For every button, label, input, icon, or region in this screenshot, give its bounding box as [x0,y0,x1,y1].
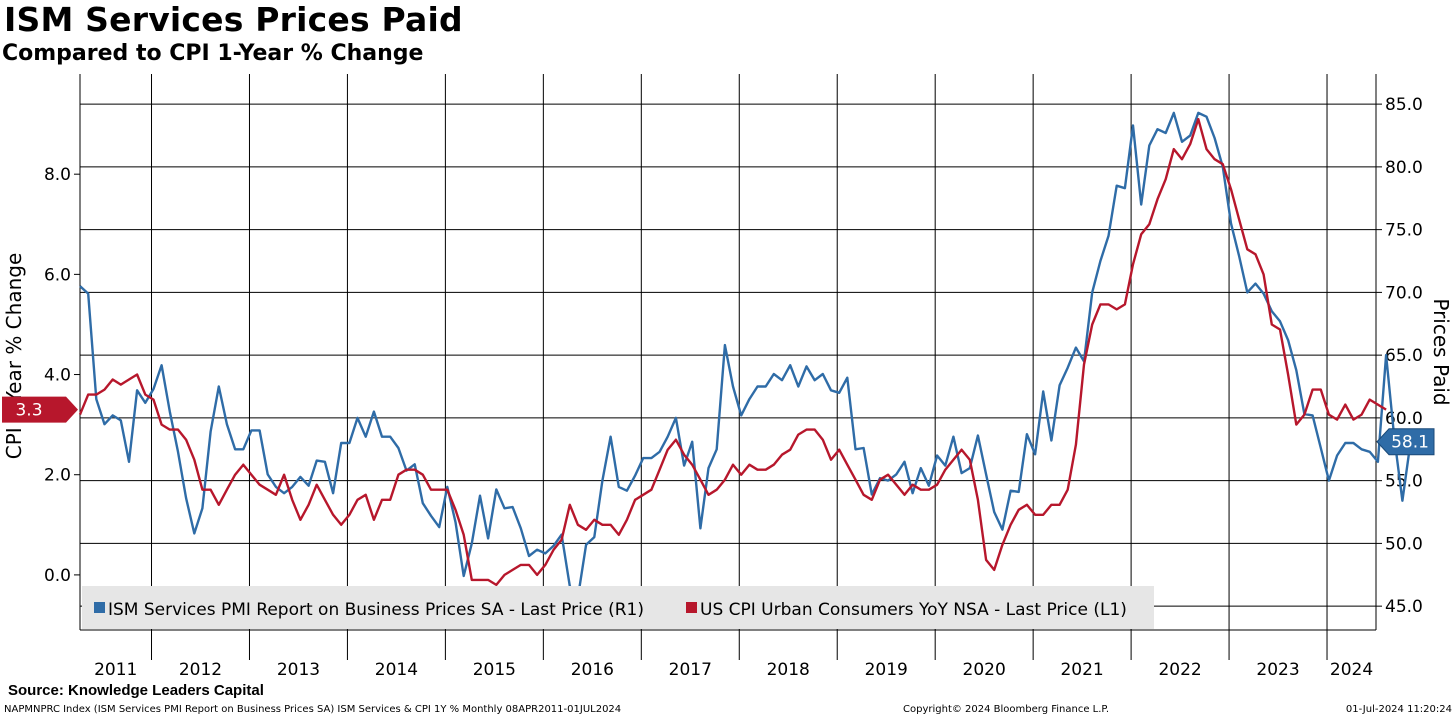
x-tick-label: 2023 [1256,660,1299,680]
legend-box [82,586,1154,629]
cpi-last-value-tag [2,396,78,423]
x-tick-label: 2020 [963,660,1006,680]
right-axis-title: Prices Paid [1429,298,1453,405]
x-tick-label: 2024 [1330,660,1373,680]
legend-swatch-cpi [686,602,697,613]
ism-last-value-tag [1376,428,1435,456]
x-tick-label: 2016 [571,660,614,680]
left-axis-title: CPI 1-Year % Change [2,253,26,459]
index-info: NAPMNPRC Index (ISM Services PMI Report … [4,704,622,715]
timestamp: 01-Jul-2024 11:20:24 [1345,704,1452,715]
x-tick-label: 2022 [1158,660,1201,680]
ism-series-line [79,111,1420,599]
right-tick-label: 75.0 [1385,221,1423,241]
right-tick-label: 70.0 [1385,283,1423,303]
legend-label-cpi: US CPI Urban Consumers YoY NSA - Last Pr… [700,600,1127,620]
left-tick-label: 2.0 [44,466,71,486]
x-tick-label: 2018 [767,660,810,680]
chart-subtitle: Compared to CPI 1-Year % Change [2,41,424,66]
legend-swatch-ism [94,602,105,613]
x-tick-label: 2019 [865,660,908,680]
right-tick-label: 45.0 [1385,597,1423,617]
copyright: Copyright© 2024 Bloomberg Finance L.P. [903,704,1110,715]
ism-last-value-label: 58.1 [1391,433,1429,453]
left-tick-label: 0.0 [44,566,71,586]
x-tick-label: 2021 [1060,660,1103,680]
x-tick-label: 2015 [473,660,516,680]
cpi-last-value-label: 3.3 [15,401,42,421]
right-tick-label: 60.0 [1385,409,1423,429]
left-tick-label: 8.0 [44,165,71,185]
cpi-series-line [78,117,1387,587]
left-tick-label: 6.0 [44,265,71,285]
x-tick-label: 2011 [94,660,137,680]
x-tick-label: 2014 [375,660,418,680]
left-tick-label: 4.0 [44,366,71,386]
right-tick-label: 50.0 [1385,534,1423,554]
legend-label-ism: ISM Services PMI Report on Business Pric… [108,600,644,620]
chart-title: ISM Services Prices Paid [4,0,463,39]
right-tick-label: 65.0 [1385,346,1423,366]
x-tick-label: 2013 [277,660,320,680]
x-tick-label: 2017 [669,660,712,680]
right-tick-label: 85.0 [1385,95,1423,115]
right-tick-label: 80.0 [1385,158,1423,178]
x-tick-label: 2012 [179,660,222,680]
source-note: Source: Knowledge Leaders Capital [8,682,264,699]
